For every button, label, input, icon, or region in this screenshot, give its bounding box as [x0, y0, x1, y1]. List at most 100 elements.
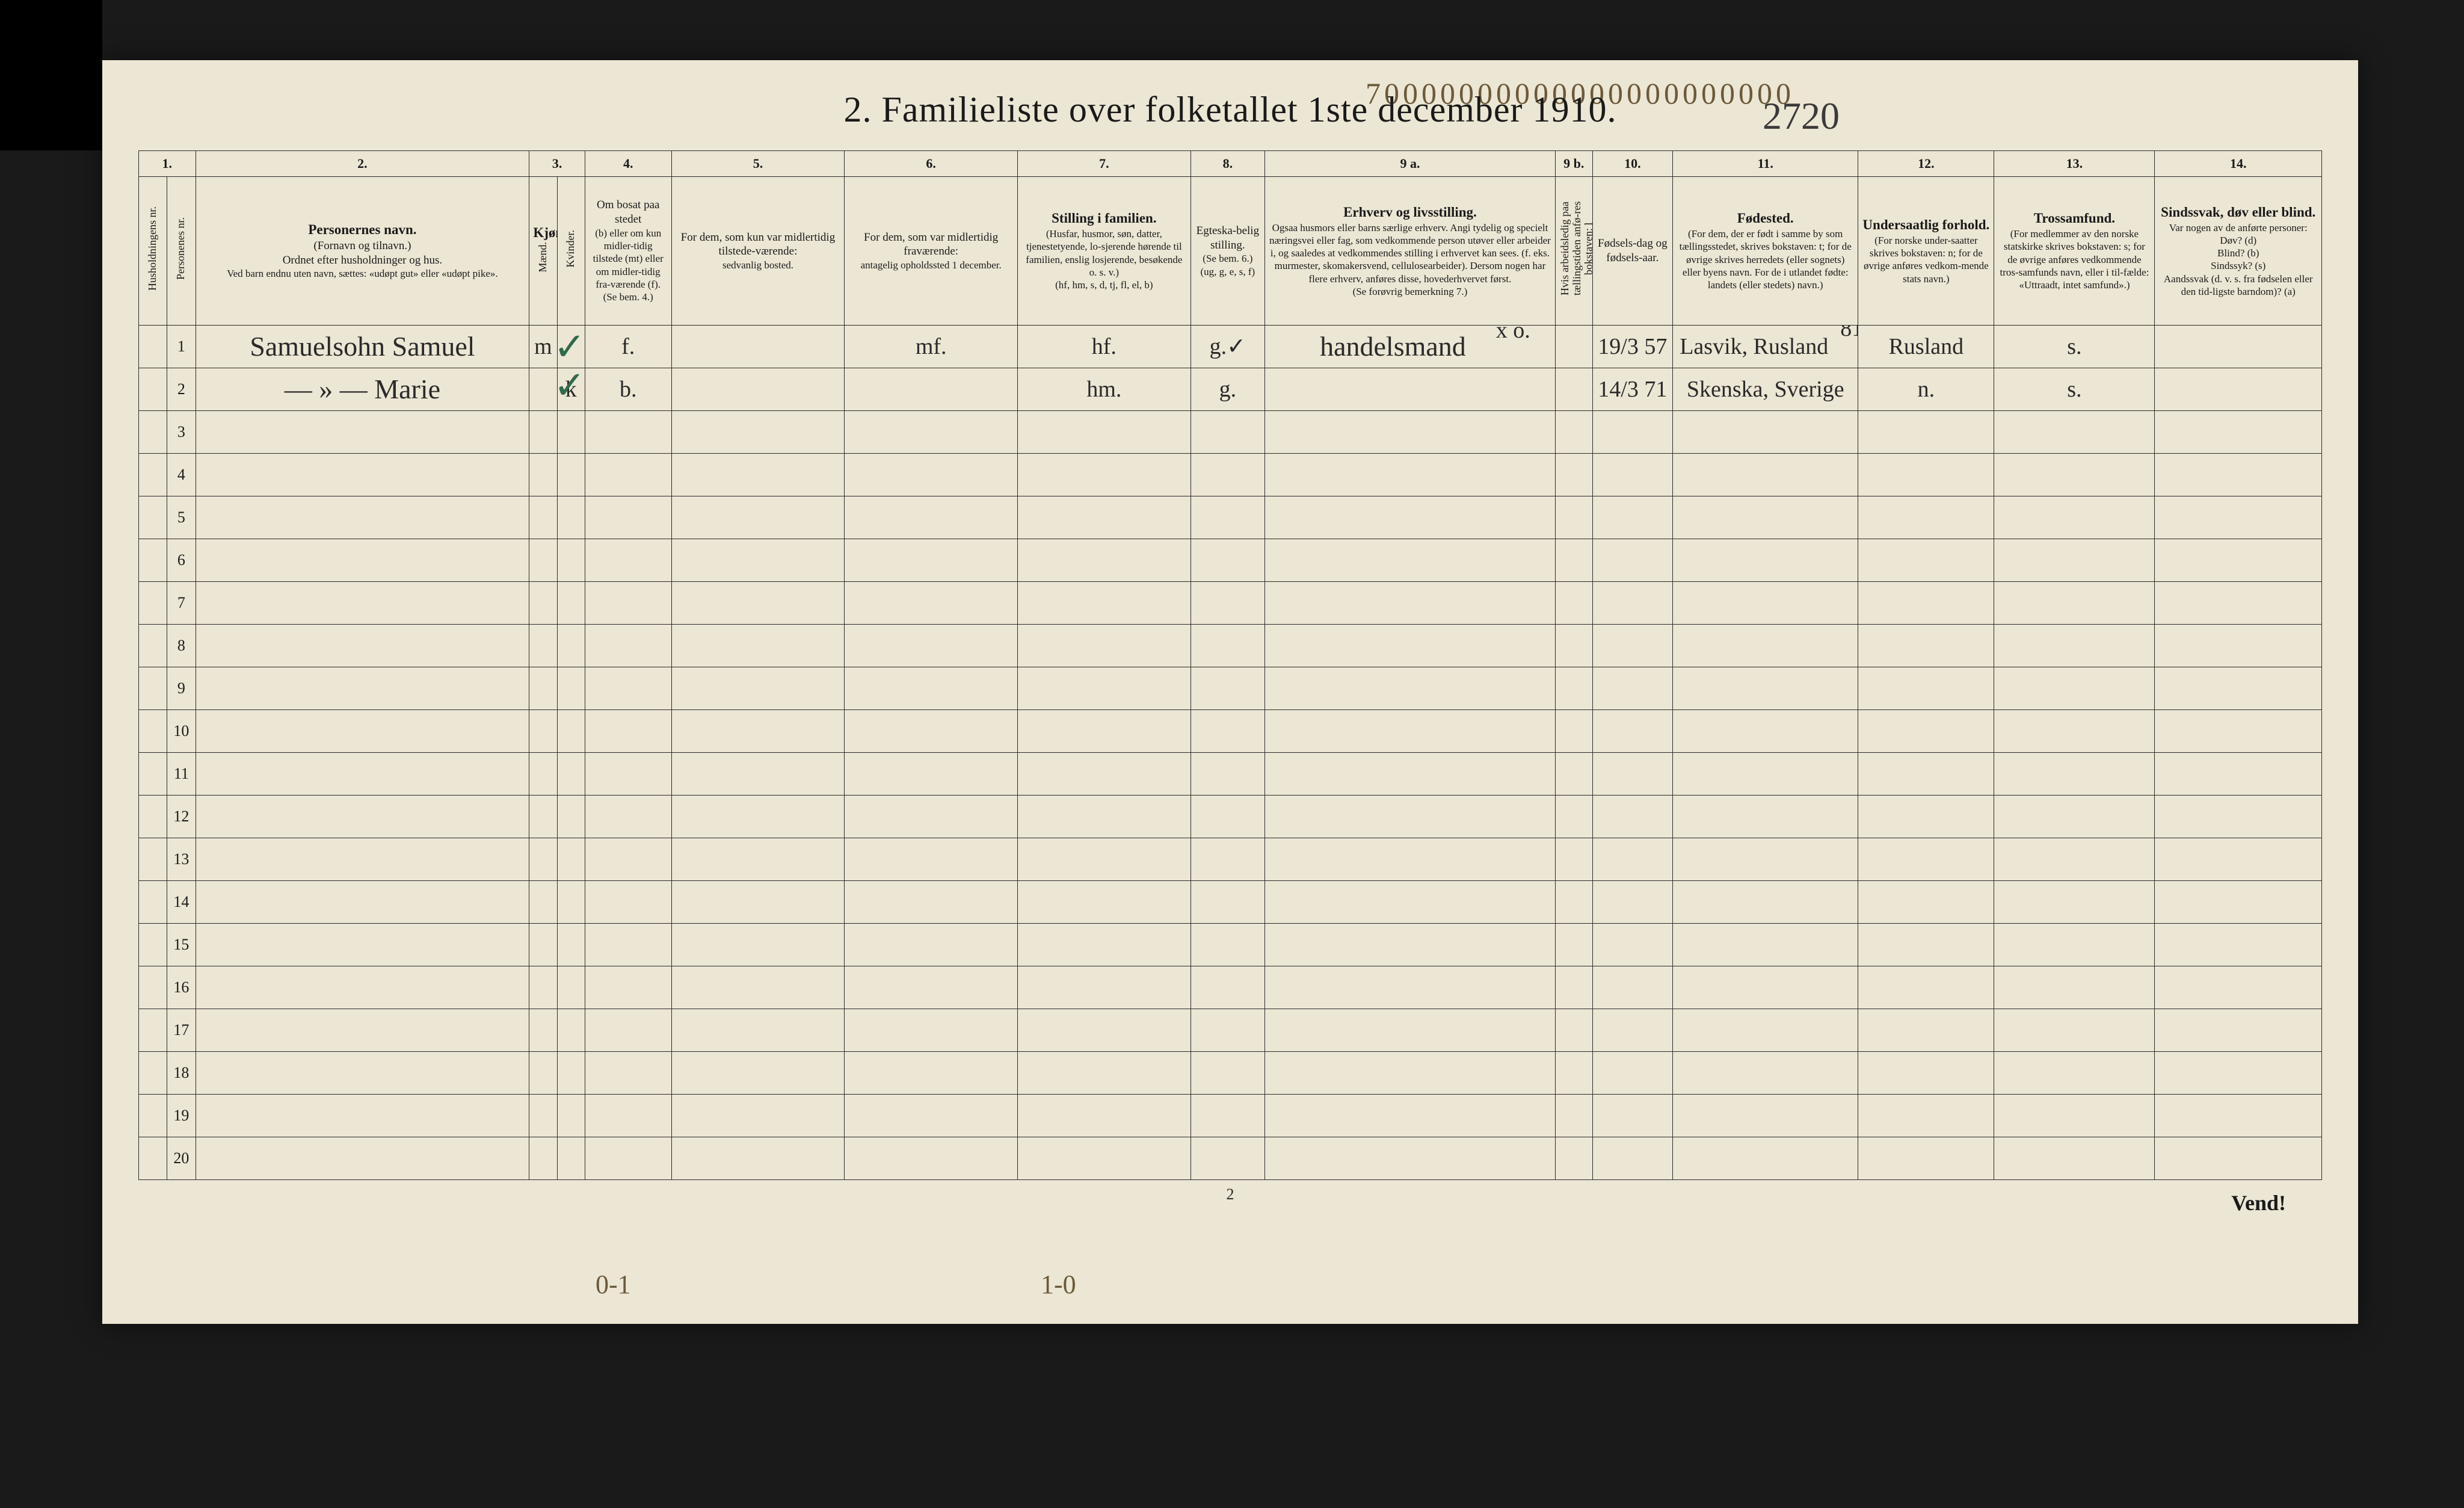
cell-name — [196, 795, 529, 838]
page-number: 2 — [1227, 1185, 1234, 1204]
table-row: 3 — [139, 410, 2322, 453]
cell-14 — [2155, 453, 2322, 496]
cell-9b — [1555, 838, 1592, 880]
cell-12 — [1858, 496, 1994, 539]
cell-11 — [1673, 1051, 1858, 1094]
cell-6 — [845, 880, 1018, 923]
cell-7 — [1018, 453, 1191, 496]
cell-10 — [1592, 624, 1673, 667]
cell-name — [196, 539, 529, 581]
cell-sex-m — [529, 368, 557, 410]
cell-11 — [1673, 496, 1858, 539]
cell-9b — [1555, 1051, 1592, 1094]
census-page: 70000000000000000000000 2. Familieliste … — [102, 60, 2358, 1324]
cell-sex-k — [557, 1051, 585, 1094]
cell-10 — [1592, 1009, 1673, 1051]
cell-9a — [1264, 795, 1555, 838]
cell-personnr: 4 — [167, 453, 196, 496]
cell-7 — [1018, 752, 1191, 795]
cell-10 — [1592, 453, 1673, 496]
cell-13 — [1994, 709, 2155, 752]
cell-9b — [1555, 539, 1592, 581]
cell-9a — [1264, 966, 1555, 1009]
cell-14 — [2155, 1051, 2322, 1094]
cell-12 — [1858, 624, 1994, 667]
cell-13: s. — [1994, 325, 2155, 368]
cell-husholdning — [139, 410, 167, 453]
cell-5 — [671, 966, 845, 1009]
cell-11 — [1673, 624, 1858, 667]
cell-sex-m — [529, 1051, 557, 1094]
cell-name — [196, 1094, 529, 1137]
cell-13 — [1994, 581, 2155, 624]
footer-hand-left: 0-1 — [596, 1269, 631, 1300]
cell-personnr: 10 — [167, 709, 196, 752]
cell-sex-m — [529, 624, 557, 667]
cell-11 — [1673, 410, 1858, 453]
cell-9a — [1264, 1094, 1555, 1137]
cell-8 — [1190, 966, 1264, 1009]
cell-bosat — [585, 795, 671, 838]
cell-5 — [671, 1137, 845, 1179]
cell-personnr: 3 — [167, 410, 196, 453]
cell-9b — [1555, 709, 1592, 752]
cell-bosat — [585, 966, 671, 1009]
cell-13 — [1994, 838, 2155, 880]
cell-8 — [1190, 1094, 1264, 1137]
colnum-13: 13. — [1994, 151, 2155, 177]
cell-12 — [1858, 752, 1994, 795]
cell-8 — [1190, 838, 1264, 880]
cell-14 — [2155, 795, 2322, 838]
cell-8 — [1190, 1009, 1264, 1051]
cell-sex-k — [557, 923, 585, 966]
cell-sex-m — [529, 709, 557, 752]
cell-11 — [1673, 1094, 1858, 1137]
cell-sex-m — [529, 923, 557, 966]
cell-bosat — [585, 752, 671, 795]
colnum-2: 2. — [196, 151, 529, 177]
hdr-9a: Erhverv og livsstilling. Ogsaa husmors e… — [1264, 177, 1555, 326]
cell-sex-m — [529, 453, 557, 496]
table-row: 5 — [139, 496, 2322, 539]
cell-7 — [1018, 795, 1191, 838]
cell-sex-m — [529, 795, 557, 838]
cell-9b — [1555, 1137, 1592, 1179]
cell-6 — [845, 581, 1018, 624]
cell-name — [196, 709, 529, 752]
cell-sex-k — [557, 581, 585, 624]
cell-personnr: 20 — [167, 1137, 196, 1179]
cell-6 — [845, 496, 1018, 539]
table-row: 12 — [139, 795, 2322, 838]
cell-5 — [671, 410, 845, 453]
cell-10 — [1592, 752, 1673, 795]
cell-bosat — [585, 709, 671, 752]
cell-sex-k — [557, 752, 585, 795]
cell-9a — [1264, 539, 1555, 581]
cell-8 — [1190, 752, 1264, 795]
cell-14 — [2155, 1094, 2322, 1137]
cell-9b — [1555, 453, 1592, 496]
cell-14 — [2155, 709, 2322, 752]
colnum-5: 5. — [671, 151, 845, 177]
cell-14 — [2155, 880, 2322, 923]
table-row: 17 — [139, 1009, 2322, 1051]
cell-sex-m — [529, 966, 557, 1009]
cell-husholdning — [139, 1137, 167, 1179]
cell-sex-k — [557, 709, 585, 752]
cell-5 — [671, 624, 845, 667]
cell-10 — [1592, 410, 1673, 453]
cell-name — [196, 966, 529, 1009]
hdr-14: Sindssvak, døv eller blind. Var nogen av… — [2155, 177, 2322, 326]
cell-sex-k — [557, 1009, 585, 1051]
cell-bosat — [585, 923, 671, 966]
cell-10 — [1592, 1051, 1673, 1094]
cell-9b — [1555, 880, 1592, 923]
cell-9a — [1264, 496, 1555, 539]
table-row: 15 — [139, 923, 2322, 966]
cell-9b — [1555, 496, 1592, 539]
cell-bosat: b. — [585, 368, 671, 410]
cell-8 — [1190, 1137, 1264, 1179]
table-row: 8 — [139, 624, 2322, 667]
table-row: 14 — [139, 880, 2322, 923]
cell-personnr: 16 — [167, 966, 196, 1009]
